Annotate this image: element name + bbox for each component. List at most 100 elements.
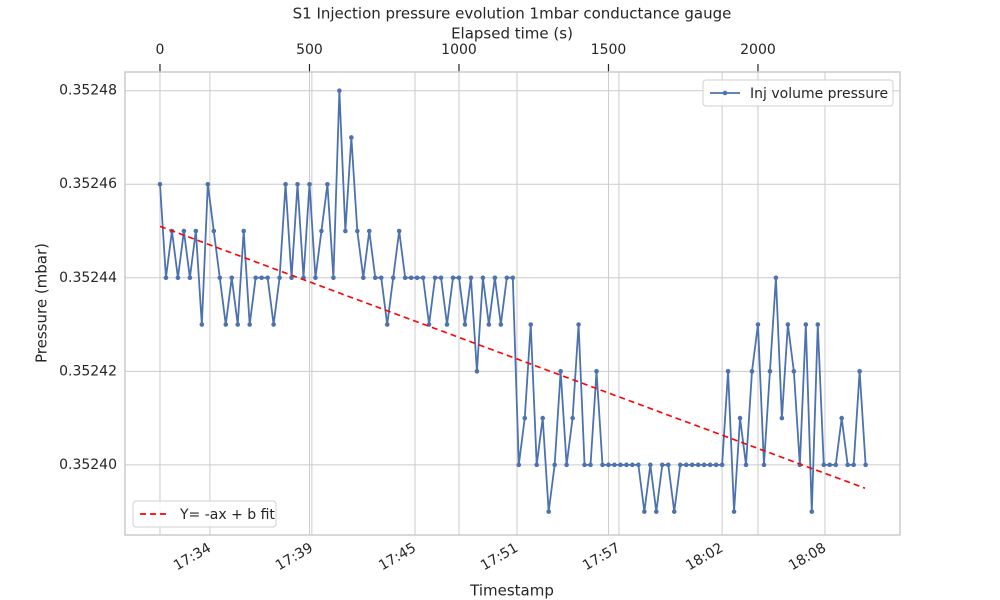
x-tick-label: 0 [156, 42, 165, 58]
y-axis-label: Pressure (mbar) [33, 243, 51, 363]
legend-marker [722, 90, 728, 96]
data-point [737, 415, 743, 421]
data-point [761, 462, 767, 468]
data-point [253, 275, 258, 281]
data-point [731, 509, 737, 514]
data-point [827, 462, 833, 468]
data-point [271, 322, 276, 327]
data-point [444, 322, 450, 327]
data-point [480, 275, 486, 281]
data-point [468, 275, 474, 281]
data-point [648, 462, 653, 468]
data-point [504, 275, 510, 281]
legend-box [132, 500, 277, 528]
x-tick-label: 1500 [591, 42, 627, 58]
data-point [630, 462, 635, 468]
data-point [803, 322, 809, 327]
data-point [498, 322, 504, 327]
data-point [582, 462, 587, 468]
plot-frame [124, 71, 901, 536]
data-point [683, 462, 689, 468]
x2-axis-label: Timestamp [469, 582, 554, 600]
data-point [414, 275, 420, 281]
data-point [576, 322, 581, 327]
legend-label: Inj volume pressure [750, 86, 888, 102]
chart-title: S1 Injection pressure evolution 1mbar co… [293, 5, 732, 23]
y-tick-label: 0.35242 [59, 363, 117, 379]
y-tick-label: 0.35240 [59, 457, 117, 473]
y-tick-label: 0.35246 [59, 176, 117, 192]
x-tick-label: 1000 [441, 42, 477, 58]
data-point [636, 462, 641, 468]
data-point [325, 181, 330, 187]
data-point [277, 275, 282, 281]
data-point [187, 275, 193, 281]
data-point [725, 369, 731, 374]
data-point [289, 275, 294, 281]
data-point [384, 322, 390, 327]
data-point [372, 275, 378, 281]
data-point [402, 275, 408, 281]
data-point [863, 462, 868, 468]
data-point [181, 228, 187, 234]
data-point [265, 275, 270, 281]
data-point [337, 88, 342, 94]
x-tick-label: 2000 [740, 42, 776, 58]
data-point [343, 228, 348, 234]
data-point [390, 275, 396, 281]
data-point [319, 228, 324, 234]
y-tick-label: 0.35244 [59, 270, 117, 286]
data-point [247, 322, 252, 327]
data-point [205, 181, 211, 187]
data-point [558, 369, 563, 374]
data-point [833, 462, 839, 468]
data-point [361, 275, 366, 281]
data-point [564, 462, 569, 468]
data-point [313, 275, 318, 281]
data-point [211, 228, 217, 234]
data-point [378, 275, 384, 281]
x-tick-label: 500 [296, 42, 323, 58]
data-point [767, 369, 773, 374]
data-point [689, 462, 695, 468]
data-point [175, 275, 181, 281]
data-point [223, 322, 229, 327]
data-point [420, 275, 426, 281]
data-point [432, 275, 438, 281]
data-point [588, 462, 593, 468]
data-point [229, 275, 235, 281]
data-point [809, 509, 815, 514]
data-point [659, 462, 665, 468]
data-point [355, 228, 360, 234]
data-point [486, 322, 492, 327]
data-point [821, 462, 827, 468]
data-point [241, 228, 247, 234]
data-line [159, 225, 866, 489]
data-point [456, 275, 462, 281]
data-point [624, 462, 629, 468]
data-point [366, 228, 372, 234]
data-point [474, 369, 480, 374]
data-point [642, 509, 647, 514]
data-point [235, 322, 241, 327]
data-point [331, 275, 336, 281]
data-point [193, 228, 199, 234]
data-point [307, 181, 312, 187]
data-point [462, 322, 468, 327]
data-point [707, 462, 713, 468]
data-point [671, 509, 677, 514]
data-point [701, 462, 707, 468]
data-point [755, 322, 761, 327]
data-point [665, 462, 671, 468]
data-point [749, 369, 755, 374]
data-point [743, 462, 749, 468]
data-point [295, 181, 300, 187]
data-point [839, 415, 844, 421]
legend-label: Y= -ax + b fit [179, 507, 275, 523]
y-tick-label: 0.35248 [59, 83, 117, 99]
data-point [516, 462, 522, 468]
data-point [528, 322, 534, 327]
data-point [654, 509, 659, 514]
data-point [845, 462, 850, 468]
